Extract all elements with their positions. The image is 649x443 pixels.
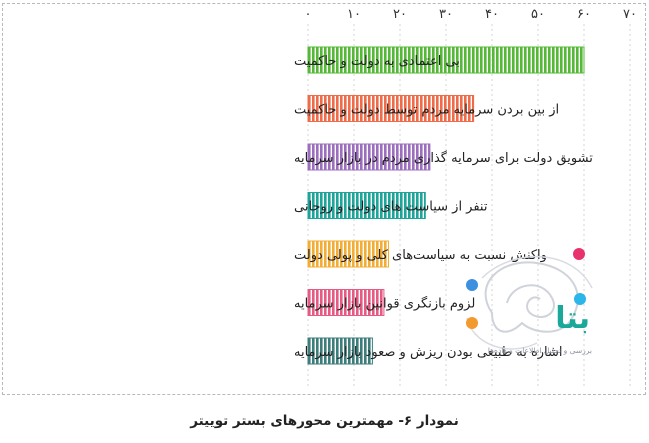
x-axis-tick-labels: ۰ ۱۰ ۲۰ ۳۰ ۴۰ ۵۰ ۶۰ ۷۰ [305, 7, 637, 22]
category-label: بی اعتمادی به دولت و حاکمیت [294, 54, 460, 69]
bar [307, 143, 431, 171]
x-tick-label: ۲۰ [393, 7, 407, 22]
bar [307, 46, 585, 74]
category-labels: بی اعتمادی به دولت و حاکمیت از بین بردن س… [294, 54, 593, 360]
brain-logo-icon [466, 248, 593, 350]
bar [307, 289, 385, 316]
bar [307, 95, 475, 122]
category-label: اشاره به طبیعی بودن ریزش و صعود بازار سر… [294, 345, 563, 360]
x-tick-label: ۰ [305, 7, 312, 22]
x-tick-label: ۵۰ [531, 7, 545, 22]
bar [307, 192, 426, 219]
category-label: واکنش نسبت به سیاست‌های کلی و پولی دولت [294, 248, 547, 263]
category-label: از بین بردن سرمایه مردم توسط دولت و حاکم… [294, 103, 559, 118]
category-label: تنفر از سیاست های دولت و روحانی [294, 200, 488, 215]
bar [307, 240, 389, 268]
chart-frame [2, 3, 646, 395]
x-tick-label: ۱۰ [347, 7, 361, 22]
watermark-tagline: بررسی و تحلیل اطلاعات و داده‌ها [487, 346, 592, 355]
category-label: لزوم بازنگری قوانین بازار سرمایه [294, 296, 475, 312]
watermark-brand: بتا [555, 301, 590, 336]
x-tick-label: ۴۰ [485, 7, 499, 22]
x-tick-label: ۷۰ [623, 7, 637, 22]
bar-chart: ۰ ۱۰ ۲۰ ۳۰ ۴۰ ۵۰ ۶۰ ۷۰ بی اعتمادی به دولت و حاک… [294, 7, 637, 387]
bar [307, 337, 373, 365]
x-tick-label: ۶۰ [577, 7, 591, 22]
x-tick-label: ۳۰ [439, 7, 453, 22]
bars [307, 46, 585, 365]
chart-caption: نمودار ۶- مهمترین محورهای بستر توییتر [190, 413, 459, 429]
beta-watermark-logo: بتا بررسی و تحلیل اطلاعات و داده‌ها [452, 243, 602, 378]
category-label: تشویق دولت برای سرمایه گذاری مردم در باز… [294, 150, 593, 166]
